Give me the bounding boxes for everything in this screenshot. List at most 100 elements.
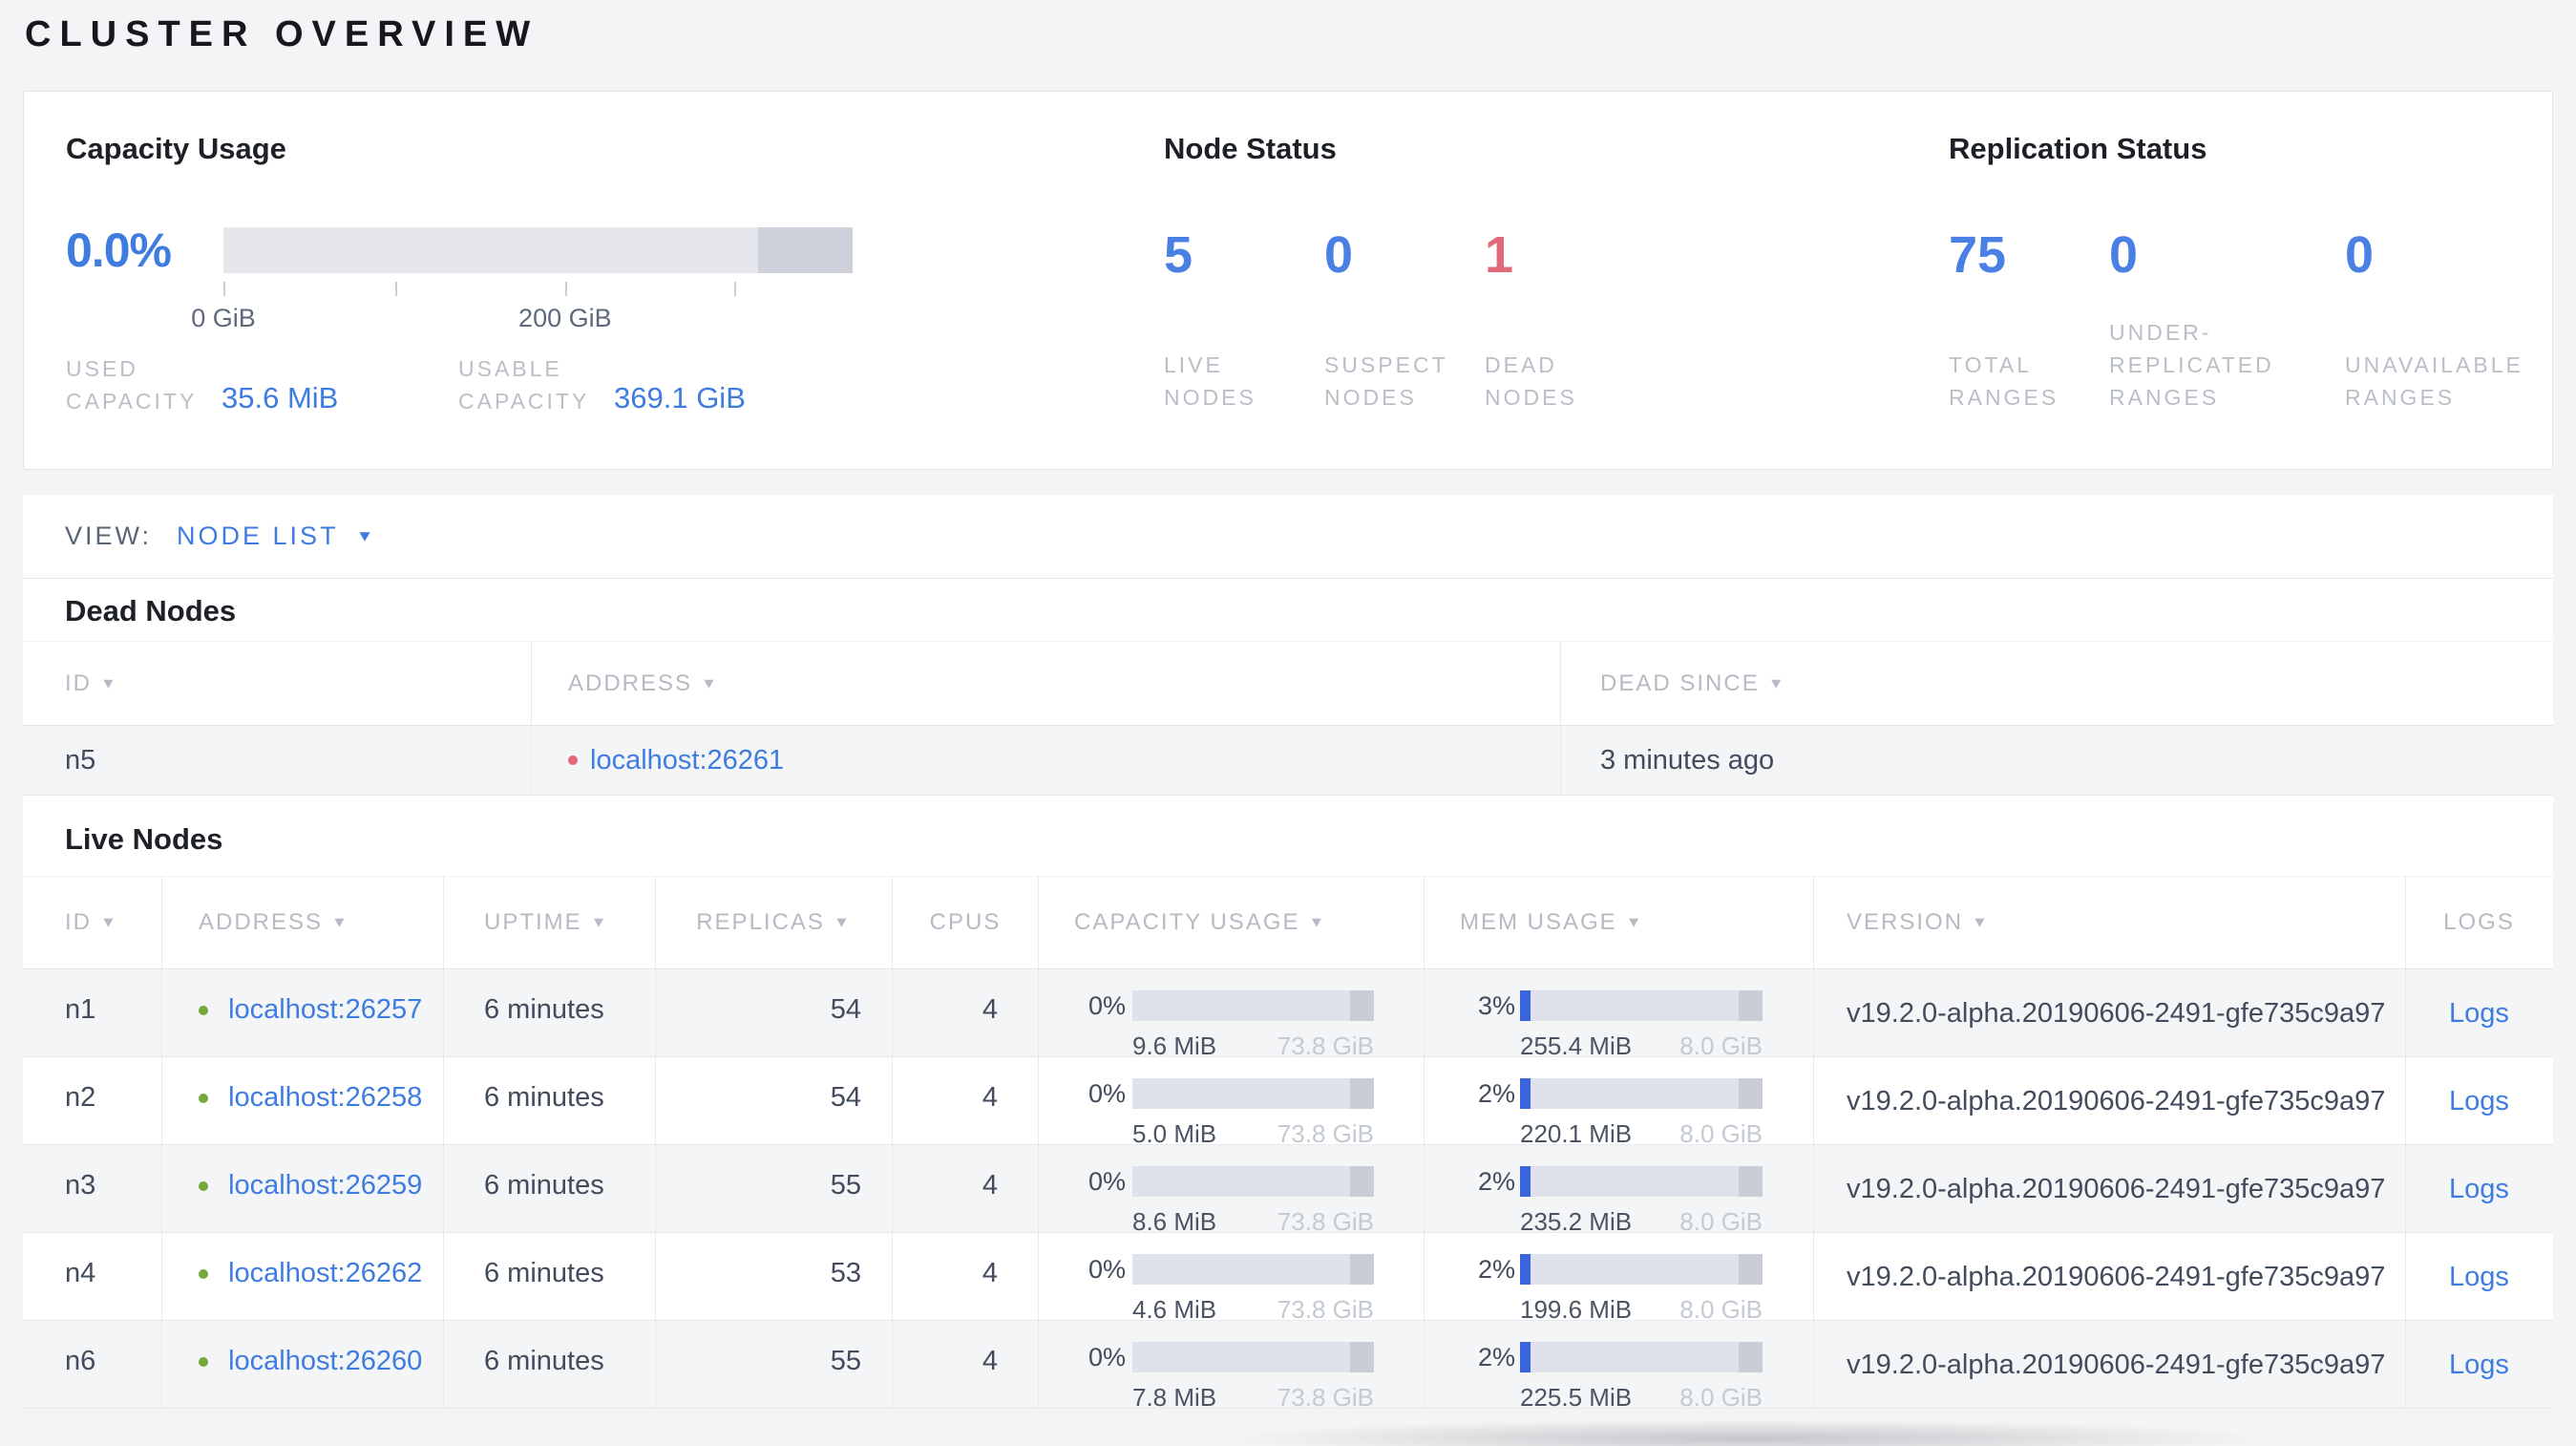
- live-col-address[interactable]: ADDRESS ▼: [162, 877, 444, 968]
- node-logs-cell: Logs: [2406, 1233, 2552, 1320]
- node-capacity-usage-cell: 0% 4.6 MiB 73.8 GiB: [1039, 1233, 1425, 1324]
- node-cpus: 4: [893, 969, 1039, 1056]
- live-status-dot-icon: [199, 1357, 208, 1367]
- view-selected-value: NODE LIST: [177, 521, 339, 550]
- node-mem-usage-cell: 2% 235.2 MiB 8.0 GiB: [1425, 1145, 1814, 1236]
- node-uptime: 6 minutes: [444, 1145, 656, 1232]
- node-address-link[interactable]: localhost:26259: [228, 1170, 423, 1201]
- node-address-cell: localhost:26262: [162, 1233, 444, 1320]
- live-col-uptime[interactable]: UPTIME ▼: [444, 877, 656, 968]
- view-dropdown[interactable]: NODE LIST ▼: [177, 521, 373, 551]
- logs-link[interactable]: Logs: [2449, 1174, 2509, 1204]
- mem-bar-fill: [1520, 1078, 1531, 1109]
- total-ranges-label: TOTAL RANGES: [1949, 352, 2059, 410]
- sort-caret-icon: ▼: [1625, 914, 1644, 931]
- live-col-id[interactable]: ID ▼: [23, 877, 162, 968]
- live-nodes-count: 5: [1164, 226, 1193, 284]
- replication-status-title: Replication Status: [1949, 132, 2207, 165]
- node-capacity-usage-cell: 0% 5.0 MiB 73.8 GiB: [1039, 1057, 1425, 1148]
- usable-capacity-stat: USABLE CAPACITY 369.1 GiB: [458, 352, 746, 417]
- dead-node-address-link[interactable]: localhost:26261: [590, 744, 785, 776]
- node-cpus: 4: [893, 1321, 1039, 1408]
- dead-col-id[interactable]: ID ▼: [23, 642, 532, 725]
- mem-percent: 2%: [1477, 1078, 1515, 1108]
- node-id: n1: [23, 969, 162, 1056]
- live-col-mem-usage[interactable]: MEM USAGE ▼: [1425, 877, 1814, 968]
- capacity-usage-bar: [223, 227, 853, 273]
- capacity-usage-bar: [1132, 1342, 1374, 1372]
- dead-col-dead-since[interactable]: DEAD SINCE ▼: [1600, 670, 1786, 696]
- mem-total: 8.0 GiB: [1679, 1295, 1763, 1324]
- logs-link[interactable]: Logs: [2449, 1350, 2509, 1380]
- node-address-link[interactable]: localhost:26257: [228, 994, 423, 1025]
- node-address-link[interactable]: localhost:26260: [228, 1346, 423, 1376]
- node-address-cell: localhost:26259: [162, 1145, 444, 1232]
- sort-caret-icon: ▼: [331, 914, 349, 931]
- mem-used: 225.5 MiB: [1520, 1383, 1633, 1412]
- capacity-usage-bar: [1132, 1166, 1374, 1197]
- node-cpus: 4: [893, 1145, 1039, 1232]
- table-row: n4 localhost:26262 6 minutes 53 4 0% 4.6…: [23, 1233, 2553, 1324]
- node-address-cell: localhost:26258: [162, 1057, 444, 1144]
- sort-caret-icon: ▼: [1308, 914, 1327, 931]
- axis-tick: [734, 282, 737, 296]
- capacity-bar-reserved-segment: [758, 227, 853, 273]
- mem-bar-fill: [1520, 990, 1531, 1021]
- mem-percent: 2%: [1477, 1254, 1515, 1284]
- node-version: v19.2.0-alpha.20190606-2491-gfe735c9a97: [1814, 1057, 2406, 1144]
- logs-link[interactable]: Logs: [2449, 1086, 2509, 1116]
- sort-caret-icon: ▼: [100, 914, 118, 931]
- node-replicas: 55: [656, 1145, 893, 1232]
- unavailable-ranges-stat: 0 UNAVAILABLE RANGES: [2345, 229, 2555, 414]
- mem-total: 8.0 GiB: [1679, 1383, 1763, 1412]
- axis-tick: [223, 282, 225, 296]
- node-logs-cell: Logs: [2406, 1145, 2552, 1232]
- node-capacity-usage-cell: 0% 9.6 MiB 73.8 GiB: [1039, 969, 1425, 1060]
- dead-col-address[interactable]: ADDRESS ▼: [532, 642, 1561, 725]
- node-uptime: 6 minutes: [444, 1233, 656, 1320]
- node-replicas: 53: [656, 1233, 893, 1320]
- axis-tick-label: 0 GiB: [191, 304, 256, 332]
- dead-nodes-table-header: ID ▼ ADDRESS ▼ DEAD SINCE ▼: [23, 641, 2553, 726]
- capacity-bar-reserved-segment: [1349, 1166, 1374, 1197]
- node-status-title: Node Status: [1164, 132, 1337, 165]
- node-list-section: Dead Nodes ID ▼ ADDRESS ▼ DEAD SINCE ▼ n…: [23, 579, 2553, 1412]
- page-title: CLUSTER OVERVIEW: [25, 14, 539, 54]
- capacity-used: 8.6 MiB: [1132, 1207, 1217, 1236]
- live-status-dot-icon: [199, 1181, 208, 1191]
- dead-node-dead-since: 3 minutes ago: [1600, 744, 1775, 776]
- live-nodes-heading: Live Nodes: [65, 822, 223, 856]
- mem-usage-bar: [1520, 1254, 1763, 1285]
- usable-capacity-label: USABLE CAPACITY: [458, 356, 590, 414]
- node-address-link[interactable]: localhost:26262: [228, 1258, 423, 1288]
- node-address-link[interactable]: localhost:26258: [228, 1082, 423, 1113]
- suspect-nodes-count: 0: [1324, 226, 1354, 284]
- capacity-used: 7.8 MiB: [1132, 1383, 1217, 1412]
- used-capacity-value: 35.6 MiB: [222, 381, 339, 415]
- logs-link[interactable]: Logs: [2449, 1262, 2509, 1292]
- capacity-total: 73.8 GiB: [1277, 1031, 1374, 1060]
- capacity-percent: 0%: [1087, 1254, 1126, 1284]
- node-mem-usage-cell: 2% 199.6 MiB 8.0 GiB: [1425, 1233, 1814, 1324]
- live-col-replicas[interactable]: REPLICAS ▼: [656, 877, 893, 968]
- live-col-version[interactable]: VERSION ▼: [1814, 877, 2406, 968]
- sort-caret-icon: ▼: [833, 914, 852, 931]
- node-version: v19.2.0-alpha.20190606-2491-gfe735c9a97: [1814, 1145, 2406, 1232]
- cluster-summary-card: Capacity Usage 0.0% 0 GiB 200 GiB USED C…: [23, 91, 2553, 470]
- dead-nodes-label: DEAD NODES: [1485, 352, 1577, 410]
- table-row: n1 localhost:26257 6 minutes 54 4 0% 9.6…: [23, 969, 2553, 1060]
- mem-bar-fill: [1520, 1166, 1531, 1197]
- mem-percent: 3%: [1477, 990, 1515, 1020]
- capacity-bar-reserved-segment: [1349, 1254, 1374, 1285]
- live-status-dot-icon: [199, 1094, 208, 1103]
- capacity-usage-panel: Capacity Usage 0.0% 0 GiB 200 GiB USED C…: [66, 92, 1164, 469]
- node-status-panel: Node Status 5 LIVE NODES 0 SUSPECT NODES…: [1164, 92, 1949, 469]
- live-col-capacity-usage[interactable]: CAPACITY USAGE ▼: [1039, 877, 1425, 968]
- node-logs-cell: Logs: [2406, 1321, 2552, 1408]
- sort-caret-icon: ▼: [701, 674, 719, 691]
- logs-link[interactable]: Logs: [2449, 998, 2509, 1029]
- mem-bar-reserved-segment: [1738, 1254, 1763, 1285]
- capacity-total: 73.8 GiB: [1277, 1295, 1374, 1324]
- capacity-used: 5.0 MiB: [1132, 1119, 1217, 1148]
- capacity-percent: 0%: [1087, 1078, 1126, 1108]
